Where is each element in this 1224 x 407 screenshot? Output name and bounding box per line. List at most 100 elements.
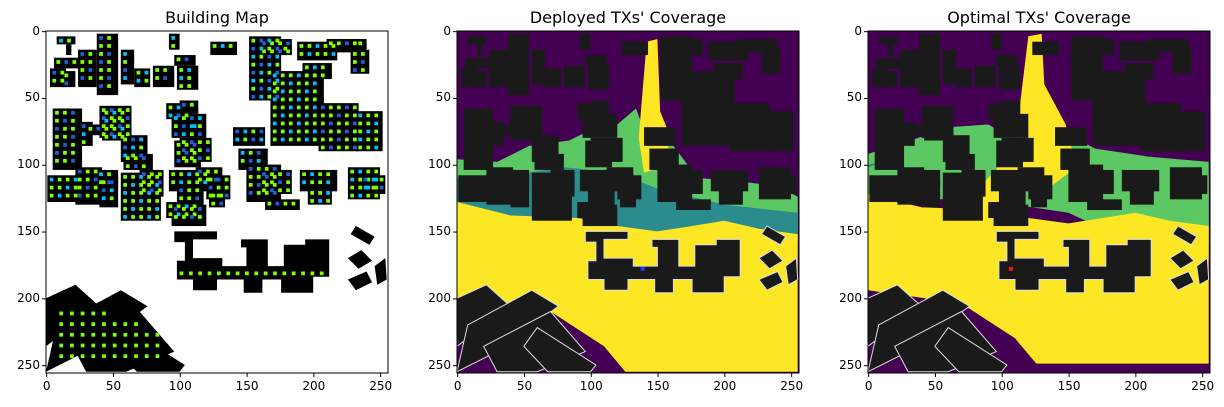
coverage-building — [497, 124, 514, 136]
candidate-marker — [304, 113, 309, 118]
candidate-marker — [275, 78, 280, 83]
candidate-marker — [352, 52, 357, 56]
candidate-marker — [304, 129, 309, 134]
candidate-marker — [320, 121, 325, 126]
coverage-building — [590, 100, 610, 114]
candidate-marker — [77, 177, 82, 182]
candidate-marker — [123, 137, 127, 142]
candidate-marker — [312, 129, 317, 134]
candidate-marker — [184, 150, 189, 155]
coverage-building — [1172, 49, 1192, 74]
coverage-building — [772, 175, 797, 194]
coverage-building — [1140, 103, 1181, 152]
candidate-marker — [206, 148, 210, 153]
candidate-marker — [168, 113, 173, 118]
candidate-marker — [141, 164, 146, 169]
coverage-building — [718, 188, 743, 205]
candidate-marker — [286, 172, 290, 177]
candidate-marker — [179, 172, 184, 177]
candidate-marker — [104, 134, 109, 139]
panel-building-map: Building Map — [0, 0, 400, 407]
coverage-building — [876, 57, 903, 69]
candidate-marker — [352, 105, 357, 110]
candidate-marker — [267, 62, 272, 67]
candidate-marker — [187, 188, 192, 193]
candidate-marker — [264, 166, 269, 171]
candidate-marker — [286, 180, 290, 185]
candidate-marker — [179, 180, 184, 185]
candidate-marker — [192, 212, 197, 217]
optimal-coverage-plot — [864, 30, 1211, 377]
coverage-building — [507, 33, 530, 96]
candidate-marker — [318, 172, 323, 177]
candidate-marker — [70, 311, 74, 316]
candidate-marker — [80, 60, 85, 64]
candidate-marker — [176, 57, 181, 62]
candidate-marker — [171, 36, 176, 40]
candidate-marker — [331, 44, 336, 48]
candidate-marker — [59, 354, 64, 359]
map-building — [265, 199, 300, 211]
candidate-marker — [272, 129, 277, 134]
coverage-building — [729, 103, 770, 152]
candidate-marker — [63, 118, 67, 123]
candidate-marker — [171, 172, 176, 177]
coverage-building — [463, 108, 494, 170]
x-tick-label: 0 — [42, 379, 51, 393]
candidate-marker — [203, 172, 208, 177]
candidate-marker — [125, 132, 130, 137]
candidate-marker — [272, 89, 277, 94]
candidate-marker — [275, 70, 280, 75]
candidate-marker — [198, 124, 202, 128]
candidate-marker — [168, 204, 173, 209]
candidate-marker — [190, 140, 194, 145]
candidate-marker — [270, 180, 274, 185]
candidate-marker — [131, 145, 135, 150]
coverage-building — [587, 65, 610, 90]
candidate-marker — [344, 129, 349, 134]
candidate-marker — [312, 89, 317, 94]
candidate-marker — [283, 46, 288, 51]
coverage-building — [1177, 39, 1189, 50]
candidate-marker — [323, 52, 328, 56]
candidate-marker — [107, 76, 111, 80]
coverage-building — [1087, 199, 1122, 211]
coverage-building — [563, 65, 586, 88]
coverage-building — [579, 33, 591, 50]
y-tick-label: 150 — [17, 224, 40, 239]
candidate-marker — [123, 153, 127, 158]
x-tick-label: 250 — [780, 379, 804, 393]
candidate-marker — [361, 60, 365, 64]
candidate-marker — [101, 188, 106, 193]
candidate-marker — [344, 113, 349, 118]
candidate-marker — [256, 175, 261, 179]
candidate-marker — [144, 70, 149, 75]
candidate-marker — [49, 177, 54, 182]
coverage-building — [473, 71, 487, 88]
candidate-marker — [374, 177, 379, 182]
axes-frame — [867, 30, 1211, 374]
candidate-marker — [326, 172, 331, 177]
candidate-marker — [125, 108, 130, 112]
candidate-marker — [278, 49, 282, 54]
candidate-marker — [125, 116, 130, 120]
candidate-marker — [99, 44, 103, 48]
x-tick-label: 250 — [1191, 379, 1215, 393]
candidate-marker — [65, 185, 70, 190]
candidate-marker — [248, 191, 253, 195]
candidate-marker — [91, 332, 96, 337]
candidate-marker — [291, 271, 296, 276]
panel-optimal-coverage: Optimal TXs' Coverage — [0, 0, 1131, 407]
candidate-marker — [102, 322, 106, 326]
candidate-marker — [49, 193, 54, 198]
candidate-marker — [259, 62, 264, 67]
candidate-marker — [304, 105, 309, 110]
candidate-marker — [379, 177, 384, 182]
candidate-marker — [323, 44, 328, 48]
candidate-marker — [123, 354, 128, 359]
candidate-marker — [352, 145, 357, 150]
candidate-marker — [304, 73, 309, 78]
candidate-marker — [173, 207, 178, 211]
candidate-marker — [88, 52, 93, 56]
candidate-marker — [187, 68, 192, 72]
